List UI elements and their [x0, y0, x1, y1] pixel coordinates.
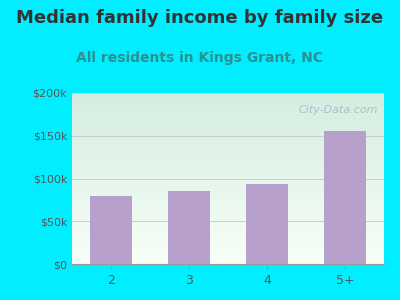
Bar	[168, 191, 210, 264]
Text: City-Data.com: City-Data.com	[298, 105, 378, 115]
Bar	[246, 184, 288, 264]
Text: All residents in Kings Grant, NC: All residents in Kings Grant, NC	[76, 51, 324, 65]
Bar	[90, 196, 132, 264]
Text: Median family income by family size: Median family income by family size	[16, 9, 384, 27]
Bar	[324, 131, 366, 264]
